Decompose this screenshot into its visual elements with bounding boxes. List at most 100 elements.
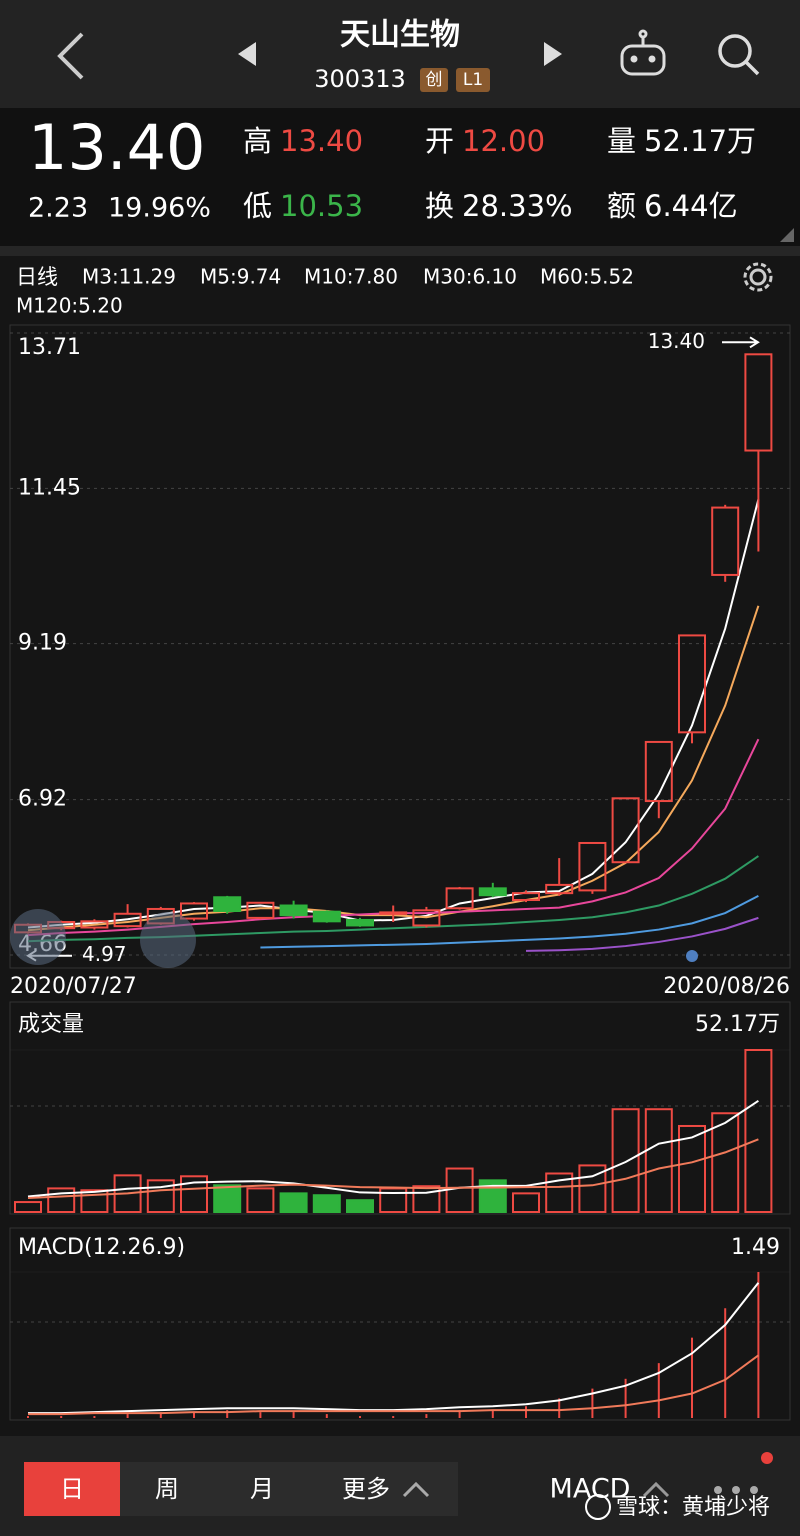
tab[interactable]: 更多 [342, 1475, 390, 1503]
quote-value: 12.00 [462, 124, 545, 158]
volume-frame [9, 1001, 791, 1215]
volume-bar [146, 1179, 175, 1214]
candle-body [379, 911, 408, 915]
candle-body [512, 892, 540, 902]
quote-label: 开 [425, 124, 454, 158]
candle-body [346, 918, 374, 927]
volume-bar [512, 1192, 540, 1214]
quote-value: 10.53 [280, 189, 363, 223]
last-price: 13.40 [28, 111, 206, 184]
chevron [402, 1481, 430, 1498]
volume-bar [47, 1187, 76, 1214]
volume-bar [14, 1201, 42, 1213]
macd-title: MACD(12.26.9) [18, 1235, 185, 1260]
quote-value: 52.17万 [644, 124, 756, 158]
high-marker-arrow [722, 336, 760, 349]
quote-label: 低 [243, 189, 272, 223]
volume-bar [711, 1112, 740, 1213]
candle-body [545, 883, 574, 895]
period-label: 日线 [16, 265, 58, 289]
volume-bar [611, 1108, 640, 1214]
chevron [642, 1481, 670, 1498]
candle-body [213, 896, 242, 913]
candle-body [478, 887, 507, 897]
watermark: 雪球：黄埔少将 [616, 1495, 770, 1520]
volume-bar [744, 1049, 773, 1213]
quote-item: 开 12.00 [425, 124, 545, 158]
tab[interactable]: 日 [60, 1475, 84, 1503]
candle-body [744, 353, 773, 452]
candle-body [412, 909, 441, 927]
ma-line [260, 895, 759, 949]
legend-entry: M60:5.52 [540, 265, 634, 289]
price-change: 2.23 [28, 193, 88, 224]
candle-body [678, 634, 706, 734]
separator [0, 246, 800, 256]
quote-value: 6.44亿 [644, 189, 738, 223]
volume-ma-line [27, 1138, 759, 1200]
high-marker: 13.40 [648, 329, 705, 353]
badge-bg [456, 68, 490, 92]
zoom-button[interactable] [140, 912, 196, 968]
back-button[interactable] [57, 32, 84, 80]
macd-frame [9, 1227, 791, 1421]
prev-stock[interactable] [238, 42, 256, 66]
volume-bar [644, 1108, 673, 1214]
volume-bar [346, 1199, 374, 1213]
ma-line [525, 916, 759, 952]
badge-bg [420, 68, 448, 92]
zoom-button[interactable] [10, 909, 66, 965]
volume-bar [246, 1187, 275, 1214]
y-tick-label: 13.71 [18, 335, 81, 360]
more-dots[interactable] [714, 1486, 758, 1494]
volume-bar [545, 1172, 574, 1214]
legend-entry: M120:5.20 [16, 294, 123, 318]
y-tick-label: 1.49 [731, 1235, 780, 1260]
volume-title: 成交量 [18, 1012, 84, 1037]
header-bar [0, 0, 800, 108]
robot-icon[interactable] [620, 29, 666, 76]
corner-mark [780, 228, 794, 242]
legend-entry: M10:7.80 [304, 265, 398, 289]
volume-ma-line [27, 1099, 759, 1198]
quote-item: 换 28.33% [425, 189, 573, 223]
watermark-logo [585, 1494, 611, 1520]
volume-bar [578, 1164, 607, 1214]
notification-dot [761, 1452, 773, 1464]
quote-label: 量 [607, 124, 636, 158]
quote-label: 换 [425, 189, 454, 223]
stock-name: 天山生物 [340, 18, 460, 53]
event-dot[interactable] [686, 950, 698, 962]
candle-body [80, 920, 109, 929]
tab[interactable]: 周 [155, 1475, 179, 1503]
candle-body [113, 912, 142, 928]
quote-value: 28.33% [462, 189, 573, 223]
candle-body [180, 902, 208, 920]
quote-label: 高 [243, 124, 272, 158]
settings-icon[interactable] [743, 262, 773, 292]
legend-entry: M5:9.74 [200, 265, 281, 289]
volume-bar [312, 1194, 341, 1213]
quote-item: 高 13.40 [243, 124, 363, 158]
quote-item: 量 52.17万 [607, 124, 756, 158]
quote-panel [0, 108, 800, 246]
badge: 创 [426, 70, 443, 90]
search-icon[interactable] [718, 34, 760, 76]
y-tick-label: 11.45 [18, 475, 81, 500]
tab-active[interactable] [24, 1462, 120, 1516]
quote-label: 额 [607, 189, 636, 223]
candle-body [279, 904, 308, 917]
candle-body [644, 740, 673, 803]
tab[interactable]: 月 [250, 1475, 274, 1503]
volume-bar [213, 1184, 242, 1214]
quote-item: 额 6.44亿 [607, 189, 738, 223]
candle-body [578, 841, 607, 892]
volume-bar [412, 1185, 441, 1213]
volume-bar [279, 1192, 308, 1214]
stock-code: 300313 [314, 65, 406, 93]
badge: L1 [463, 70, 483, 90]
next-stock[interactable] [544, 42, 562, 66]
